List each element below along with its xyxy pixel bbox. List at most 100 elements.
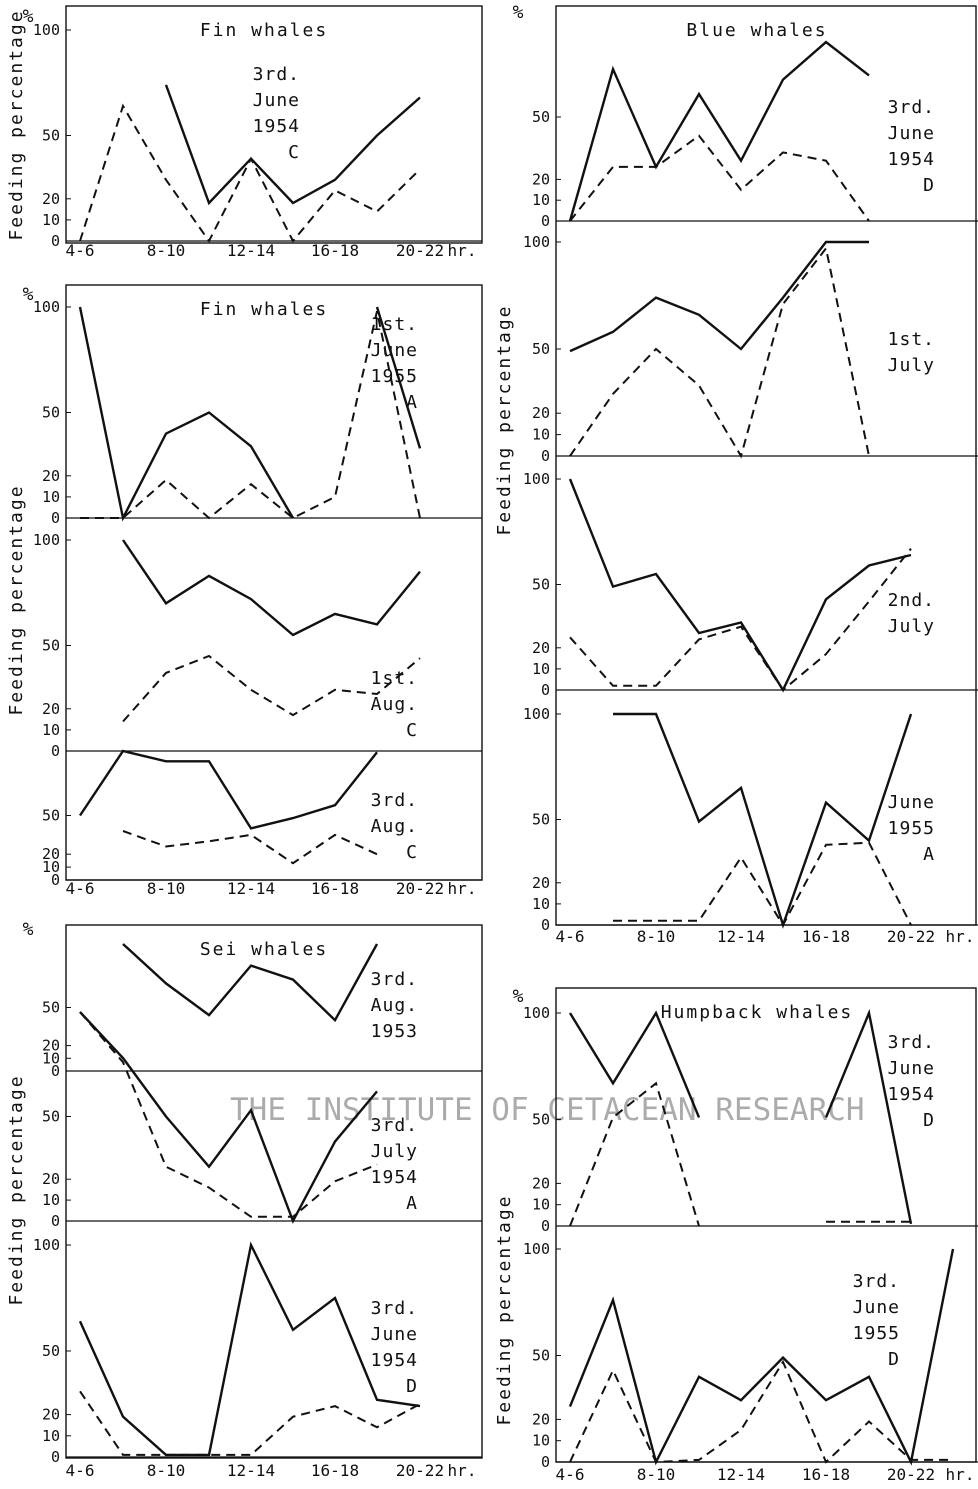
panel-annotation: 1954 bbox=[253, 116, 300, 137]
x-unit-label: hr. bbox=[946, 927, 975, 946]
y-tick-label: 50 bbox=[532, 811, 550, 829]
y-tick-label: 100 bbox=[33, 21, 60, 39]
y-tick-label: 100 bbox=[523, 470, 550, 488]
y-axis-title: Feeding percentage bbox=[6, 9, 27, 240]
series-solid-line bbox=[164, 84, 421, 206]
y-tick-label: 10 bbox=[42, 1191, 60, 1209]
y-tick-label: 20 bbox=[532, 639, 550, 657]
y-tick-label: 10 bbox=[532, 1432, 550, 1450]
y-tick-label: 0 bbox=[541, 681, 550, 699]
x-tick-label: 20-22 bbox=[396, 879, 444, 898]
series-solid-line bbox=[568, 1248, 955, 1466]
x-tick-label: 4-6 bbox=[66, 241, 95, 260]
y-tick-label: 0 bbox=[51, 1448, 60, 1466]
frame-fin-1955 bbox=[65, 284, 483, 881]
x-tick-label: 12-14 bbox=[717, 927, 765, 946]
y-axis-title: Feeding percentage bbox=[494, 304, 515, 535]
panel-annotation: 3rd. bbox=[371, 1115, 418, 1136]
panel-title: Humpback whales bbox=[661, 1002, 854, 1023]
panel-annotation: Aug. bbox=[371, 694, 418, 715]
y-tick-label: 20 bbox=[42, 1170, 60, 1188]
percent-sign: % bbox=[513, 2, 524, 23]
x-tick-label: 4-6 bbox=[66, 1461, 95, 1480]
x-tick-label: 4-6 bbox=[556, 927, 585, 946]
x-tick-label: 16-18 bbox=[311, 879, 359, 898]
y-tick-label: 20 bbox=[42, 190, 60, 208]
panel-annotation: June bbox=[253, 90, 300, 111]
y-tick-label: 0 bbox=[51, 1062, 60, 1080]
panel-2: 0 10 20 50 100 bbox=[33, 298, 482, 527]
panel-annotation: June bbox=[371, 1324, 418, 1345]
panel-title: Blue whales bbox=[686, 20, 827, 41]
y-tick-label: 10 bbox=[42, 1049, 60, 1067]
x-tick-label: 4-6 bbox=[66, 879, 95, 898]
y-tick-label: 10 bbox=[532, 1196, 550, 1214]
y-tick-label: 50 bbox=[42, 637, 60, 655]
panel-title: Fin whales bbox=[200, 299, 328, 320]
label-layer: Fin whales 3rd. June 1954 C Fin whales 1st. Jun… bbox=[6, 2, 974, 1484]
panel-annotation: A bbox=[406, 392, 418, 413]
y-tick-label: 0 bbox=[541, 1217, 550, 1235]
panel-annotation: 1955 bbox=[371, 366, 418, 387]
panel-annotation: 2nd. bbox=[888, 590, 935, 611]
x-unit-label: hr. bbox=[448, 1461, 477, 1480]
panel-annotation: 3rd. bbox=[253, 64, 300, 85]
y-tick-label: 100 bbox=[33, 1236, 60, 1254]
y-tick-label: 20 bbox=[532, 170, 550, 188]
series-solid-line bbox=[79, 1011, 378, 1224]
series-dashed-line bbox=[569, 1359, 953, 1464]
panel-annotation: June bbox=[853, 1297, 900, 1318]
panel-annotation: July bbox=[371, 1141, 418, 1162]
y-tick-label: 100 bbox=[523, 1004, 550, 1022]
panel-annotation: June bbox=[888, 123, 935, 144]
percent-sign: % bbox=[23, 6, 34, 27]
y-tick-label: 50 bbox=[42, 127, 60, 145]
series-solid-line bbox=[122, 539, 421, 637]
y-tick-label: 20 bbox=[42, 1406, 60, 1424]
y-tick-label: 50 bbox=[42, 1342, 60, 1360]
x-tick-label: 4-6 bbox=[556, 1465, 585, 1484]
y-tick-label: 20 bbox=[532, 1174, 550, 1192]
y-tick-label: 20 bbox=[42, 467, 60, 485]
x-tick-label: 8-10 bbox=[147, 879, 186, 898]
y-tick-label: 50 bbox=[42, 404, 60, 422]
y-tick-label: 10 bbox=[42, 488, 60, 506]
y-axis-title: Feeding percentage bbox=[6, 1074, 27, 1305]
panel-annotation: 1953 bbox=[371, 1021, 418, 1042]
x-tick-label: 12-14 bbox=[227, 1461, 275, 1480]
y-tick-label: 50 bbox=[42, 999, 60, 1017]
y-tick-label: 100 bbox=[33, 531, 60, 549]
series-dashed-line bbox=[569, 1081, 911, 1227]
x-tick-label: 20-22 bbox=[887, 927, 935, 946]
x-tick-label: 16-18 bbox=[311, 241, 359, 260]
series-solid-line bbox=[569, 240, 869, 353]
series-dashed-line bbox=[569, 246, 870, 459]
series-dashed-line bbox=[569, 134, 870, 222]
series-dashed-line bbox=[80, 310, 421, 520]
x-tick-label: 16-18 bbox=[802, 927, 850, 946]
panel-annotation: A bbox=[923, 844, 935, 865]
panel-annotation: 1954 bbox=[888, 149, 935, 170]
x-tick-label: 12-14 bbox=[227, 879, 275, 898]
panel-annotation: 1954 bbox=[888, 1084, 935, 1105]
y-tick-label: 0 bbox=[541, 447, 550, 465]
panel-annotation: C bbox=[406, 720, 418, 741]
panel-annotation: June bbox=[888, 792, 935, 813]
panel-annotation: 1st. bbox=[371, 314, 418, 335]
panel-title: Sei whales bbox=[200, 939, 328, 960]
y-tick-label: 50 bbox=[42, 1108, 60, 1126]
x-tick-label: 16-18 bbox=[311, 1461, 359, 1480]
panel-11: 0 10 20 50 100 bbox=[33, 1236, 482, 1466]
panel-annotation: 3rd. bbox=[371, 790, 418, 811]
panel-annotation: July bbox=[888, 616, 935, 637]
series-dashed-line bbox=[122, 830, 378, 865]
y-tick-label: 50 bbox=[532, 108, 550, 126]
series-dashed-line bbox=[79, 103, 421, 243]
y-tick-label: 50 bbox=[532, 1347, 550, 1365]
y-tick-label: 20 bbox=[532, 874, 550, 892]
panel-13: 0 10 20 50 100 bbox=[523, 1240, 978, 1471]
y-tick-label: 0 bbox=[51, 1212, 60, 1230]
y-tick-label: 0 bbox=[51, 232, 60, 250]
